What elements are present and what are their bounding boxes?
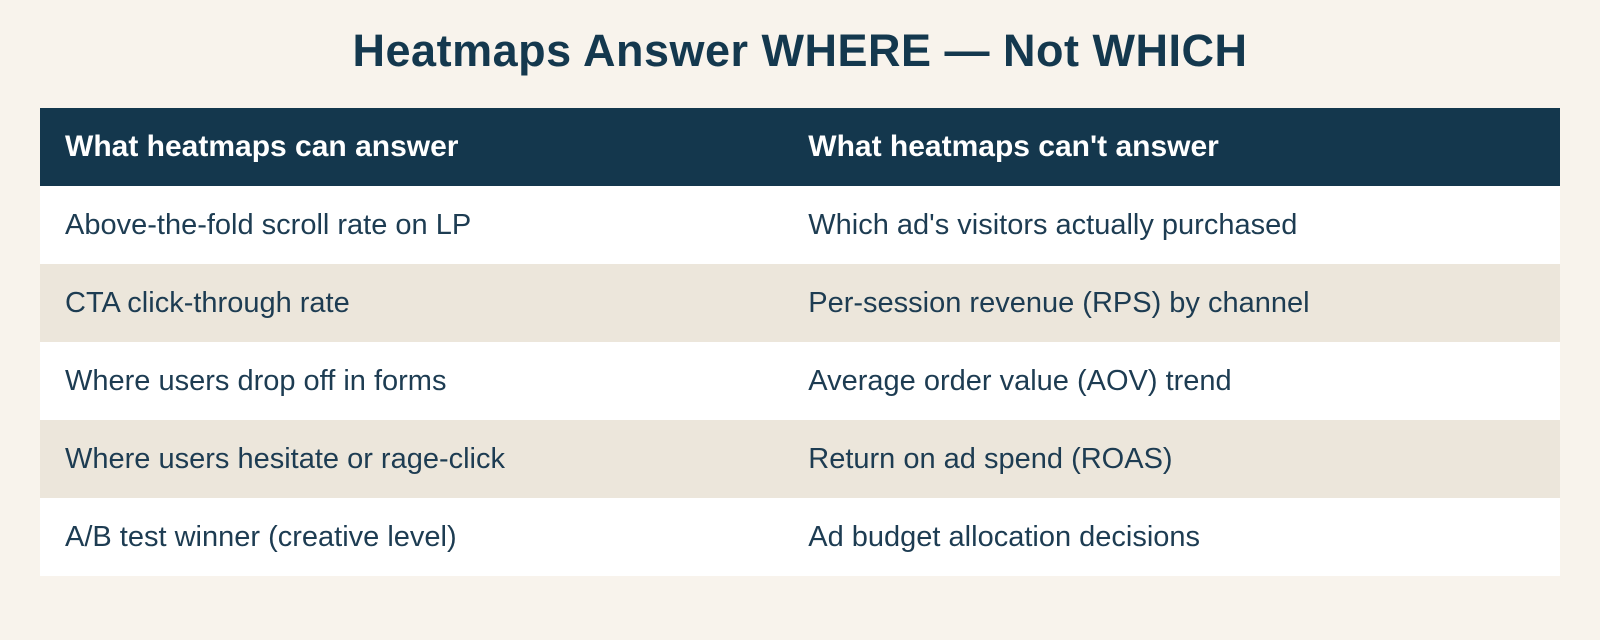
comparison-table: What heatmaps can answer What heatmaps c… xyxy=(40,108,1560,576)
page-title: Heatmaps Answer WHERE — Not WHICH xyxy=(352,25,1248,76)
table-cell-cant: Which ad's visitors actually purchased xyxy=(783,186,1560,264)
comparison-table-wrapper: What heatmaps can answer What heatmaps c… xyxy=(40,108,1560,576)
table-cell-can: Where users hesitate or rage-click xyxy=(40,420,784,498)
table-cell-can: CTA click-through rate xyxy=(40,264,784,342)
table-cell-cant: Average order value (AOV) trend xyxy=(783,342,1560,420)
table-row: Where users drop off in forms Average or… xyxy=(40,342,1560,420)
table-cell-cant: Per-session revenue (RPS) by channel xyxy=(783,264,1560,342)
table-cell-can: Above-the-fold scroll rate on LP xyxy=(40,186,784,264)
table-row: Above-the-fold scroll rate on LP Which a… xyxy=(40,186,1560,264)
column-header-cant-answer: What heatmaps can't answer xyxy=(783,108,1560,186)
table-cell-cant: Return on ad spend (ROAS) xyxy=(783,420,1560,498)
table-cell-can: Where users drop off in forms xyxy=(40,342,784,420)
table-row: A/B test winner (creative level) Ad budg… xyxy=(40,498,1560,576)
table-row: Where users hesitate or rage-click Retur… xyxy=(40,420,1560,498)
table-header-row: What heatmaps can answer What heatmaps c… xyxy=(40,108,1560,186)
table-row: CTA click-through rate Per-session reven… xyxy=(40,264,1560,342)
table-cell-can: A/B test winner (creative level) xyxy=(40,498,784,576)
table-cell-cant: Ad budget allocation decisions xyxy=(783,498,1560,576)
column-header-can-answer: What heatmaps can answer xyxy=(40,108,784,186)
